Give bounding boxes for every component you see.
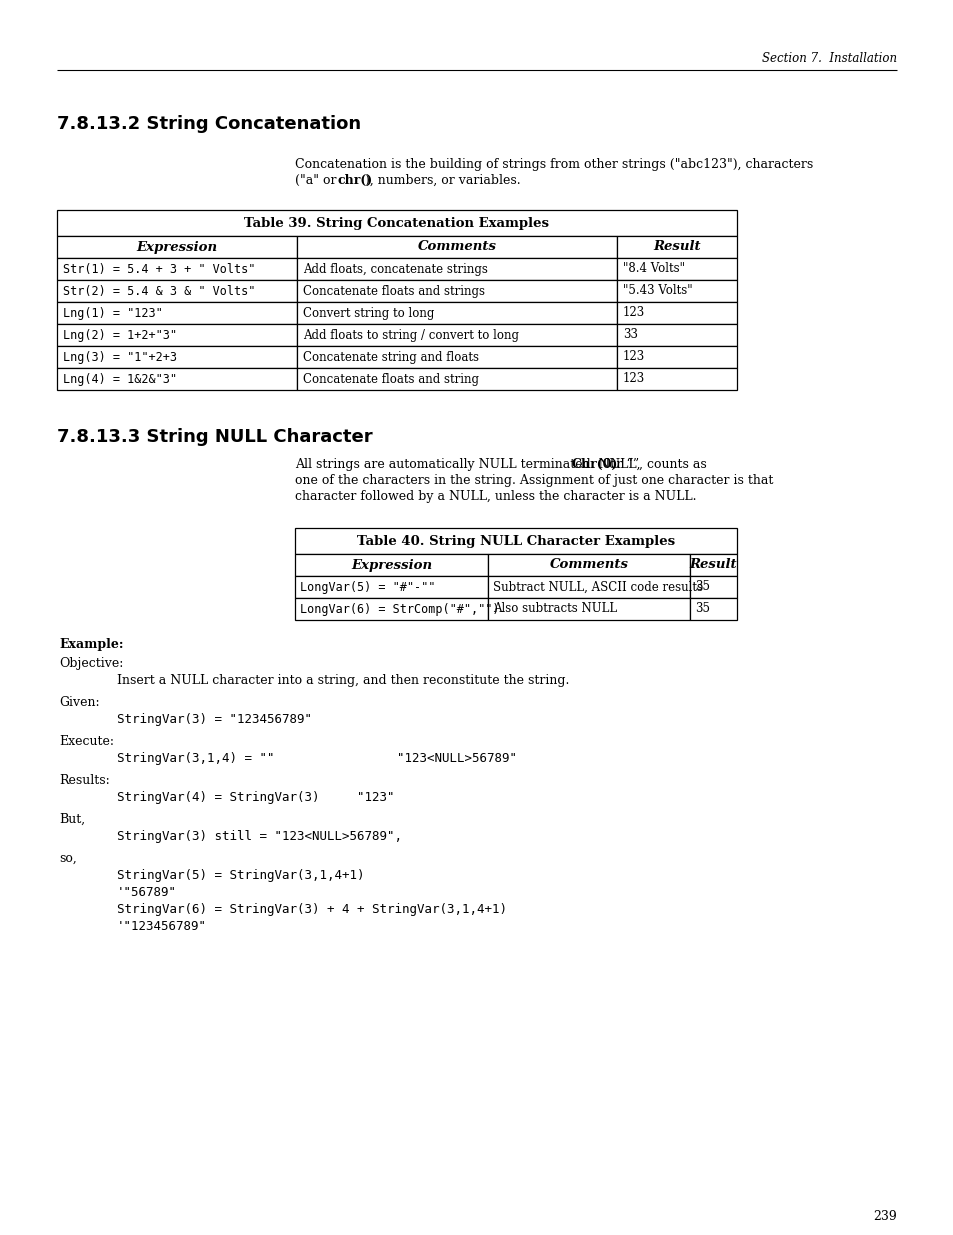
Bar <box>617 236 737 258</box>
Text: LongVar(6) = StrComp("#",""): LongVar(6) = StrComp("#","") <box>299 603 499 615</box>
Text: 35: 35 <box>695 580 709 594</box>
Text: "8.4 Volts": "8.4 Volts" <box>622 263 684 275</box>
Bar <box>296 236 617 258</box>
Text: All strings are automatically NULL terminated. NULL,: All strings are automatically NULL termi… <box>294 458 644 471</box>
Bar <box>617 346 737 368</box>
Text: Add floats to string / convert to long: Add floats to string / convert to long <box>303 329 518 342</box>
Bar <box>488 598 689 620</box>
Text: Concatenation is the building of strings from other strings ("abc123"), characte: Concatenation is the building of strings… <box>294 158 812 170</box>
Text: LongVar(5) = "#"-"": LongVar(5) = "#"-"" <box>299 580 435 594</box>
Bar <box>617 368 737 390</box>
Text: Convert string to long: Convert string to long <box>303 306 434 320</box>
Text: Lng(1) = "123": Lng(1) = "123" <box>63 306 163 320</box>
Text: Section 7.  Installation: Section 7. Installation <box>761 52 896 65</box>
Text: "123<NULL>56789": "123<NULL>56789" <box>396 752 517 764</box>
Text: But,: But, <box>59 813 85 826</box>
Bar <box>296 346 617 368</box>
Text: Expression: Expression <box>136 241 217 253</box>
Bar <box>296 280 617 303</box>
Text: "5.43 Volts": "5.43 Volts" <box>622 284 692 298</box>
Bar <box>296 368 617 390</box>
Text: Concatenate string and floats: Concatenate string and floats <box>303 351 478 363</box>
Bar <box>488 576 689 598</box>
Text: Subtract NULL, ASCII code results: Subtract NULL, ASCII code results <box>493 580 702 594</box>
Bar <box>57 303 296 324</box>
Text: StringVar(3,1,4) = "": StringVar(3,1,4) = "" <box>117 752 274 764</box>
Text: 7.8.13.2 String Concatenation: 7.8.13.2 String Concatenation <box>57 115 361 133</box>
Text: 123: 123 <box>622 306 644 320</box>
Text: Str(2) = 5.4 & 3 & " Volts": Str(2) = 5.4 & 3 & " Volts" <box>63 284 255 298</box>
Bar <box>57 258 296 280</box>
Text: StringVar(3) = "123456789": StringVar(3) = "123456789" <box>117 713 312 726</box>
Text: '"56789": '"56789" <box>117 885 177 899</box>
Text: Lng(3) = "1"+2+3: Lng(3) = "1"+2+3 <box>63 351 177 363</box>
Text: Add floats, concatenate strings: Add floats, concatenate strings <box>303 263 487 275</box>
Text: Result: Result <box>689 558 737 572</box>
Text: ("a" or: ("a" or <box>294 174 340 186</box>
Bar <box>296 258 617 280</box>
Text: 123: 123 <box>622 373 644 385</box>
Text: or “”, counts as: or “”, counts as <box>604 458 706 471</box>
Bar <box>296 303 617 324</box>
Bar <box>57 346 296 368</box>
Text: so,: so, <box>59 852 76 864</box>
Bar <box>294 598 488 620</box>
Bar <box>57 368 296 390</box>
Bar <box>689 576 737 598</box>
Text: Comments: Comments <box>417 241 496 253</box>
Text: Execute:: Execute: <box>59 735 113 748</box>
Text: Concatenate floats and string: Concatenate floats and string <box>303 373 478 385</box>
Bar <box>294 576 488 598</box>
Bar <box>57 280 296 303</box>
Text: 7.8.13.3 String NULL Character: 7.8.13.3 String NULL Character <box>57 429 373 446</box>
Bar <box>57 236 296 258</box>
Bar <box>57 324 296 346</box>
Text: Lng(4) = 1&2&"3": Lng(4) = 1&2&"3" <box>63 373 177 385</box>
Text: chr(): chr() <box>337 174 373 186</box>
Text: StringVar(6) = StringVar(3) + 4 + StringVar(3,1,4+1): StringVar(6) = StringVar(3) + 4 + String… <box>117 903 506 916</box>
Text: Results:: Results: <box>59 774 110 787</box>
Bar <box>617 303 737 324</box>
Bar <box>488 555 689 576</box>
Text: Given:: Given: <box>59 697 99 709</box>
Text: Also subtracts NULL: Also subtracts NULL <box>493 603 617 615</box>
Text: Table 40. String NULL Character Examples: Table 40. String NULL Character Examples <box>356 535 675 547</box>
Text: one of the characters in the string. Assignment of just one character is that: one of the characters in the string. Ass… <box>294 474 773 487</box>
Text: Table 39. String Concatenation Examples: Table 39. String Concatenation Examples <box>244 216 549 230</box>
Text: StringVar(3) still = "123<NULL>56789",: StringVar(3) still = "123<NULL>56789", <box>117 830 401 844</box>
Text: character followed by a NULL, unless the character is a NULL.: character followed by a NULL, unless the… <box>294 490 696 503</box>
Bar <box>296 324 617 346</box>
Text: StringVar(4) = StringVar(3): StringVar(4) = StringVar(3) <box>117 790 319 804</box>
Text: Example:: Example: <box>59 638 123 651</box>
Text: Insert a NULL character into a string, and then reconstitute the string.: Insert a NULL character into a string, a… <box>117 674 569 687</box>
Text: '"123456789": '"123456789" <box>117 920 207 932</box>
Text: Str(1) = 5.4 + 3 + " Volts": Str(1) = 5.4 + 3 + " Volts" <box>63 263 255 275</box>
Text: Expression: Expression <box>351 558 432 572</box>
Bar <box>617 324 737 346</box>
Text: Result: Result <box>653 241 700 253</box>
Text: 33: 33 <box>622 329 638 342</box>
Text: Lng(2) = 1+2+"3": Lng(2) = 1+2+"3" <box>63 329 177 342</box>
Bar <box>689 598 737 620</box>
Text: StringVar(5) = StringVar(3,1,4+1): StringVar(5) = StringVar(3,1,4+1) <box>117 869 364 882</box>
Text: Concatenate floats and strings: Concatenate floats and strings <box>303 284 484 298</box>
Text: 35: 35 <box>695 603 709 615</box>
Bar <box>294 529 737 555</box>
Text: 239: 239 <box>872 1210 896 1223</box>
Text: Comments: Comments <box>549 558 628 572</box>
Bar <box>617 258 737 280</box>
Bar <box>57 210 737 236</box>
Bar <box>689 555 737 576</box>
Text: 123: 123 <box>622 351 644 363</box>
Text: Objective:: Objective: <box>59 657 123 671</box>
Bar <box>617 280 737 303</box>
Text: "123": "123" <box>356 790 395 804</box>
Text: Chr(0): Chr(0) <box>572 458 618 471</box>
Text: ), numbers, or variables.: ), numbers, or variables. <box>365 174 520 186</box>
Bar <box>294 555 488 576</box>
